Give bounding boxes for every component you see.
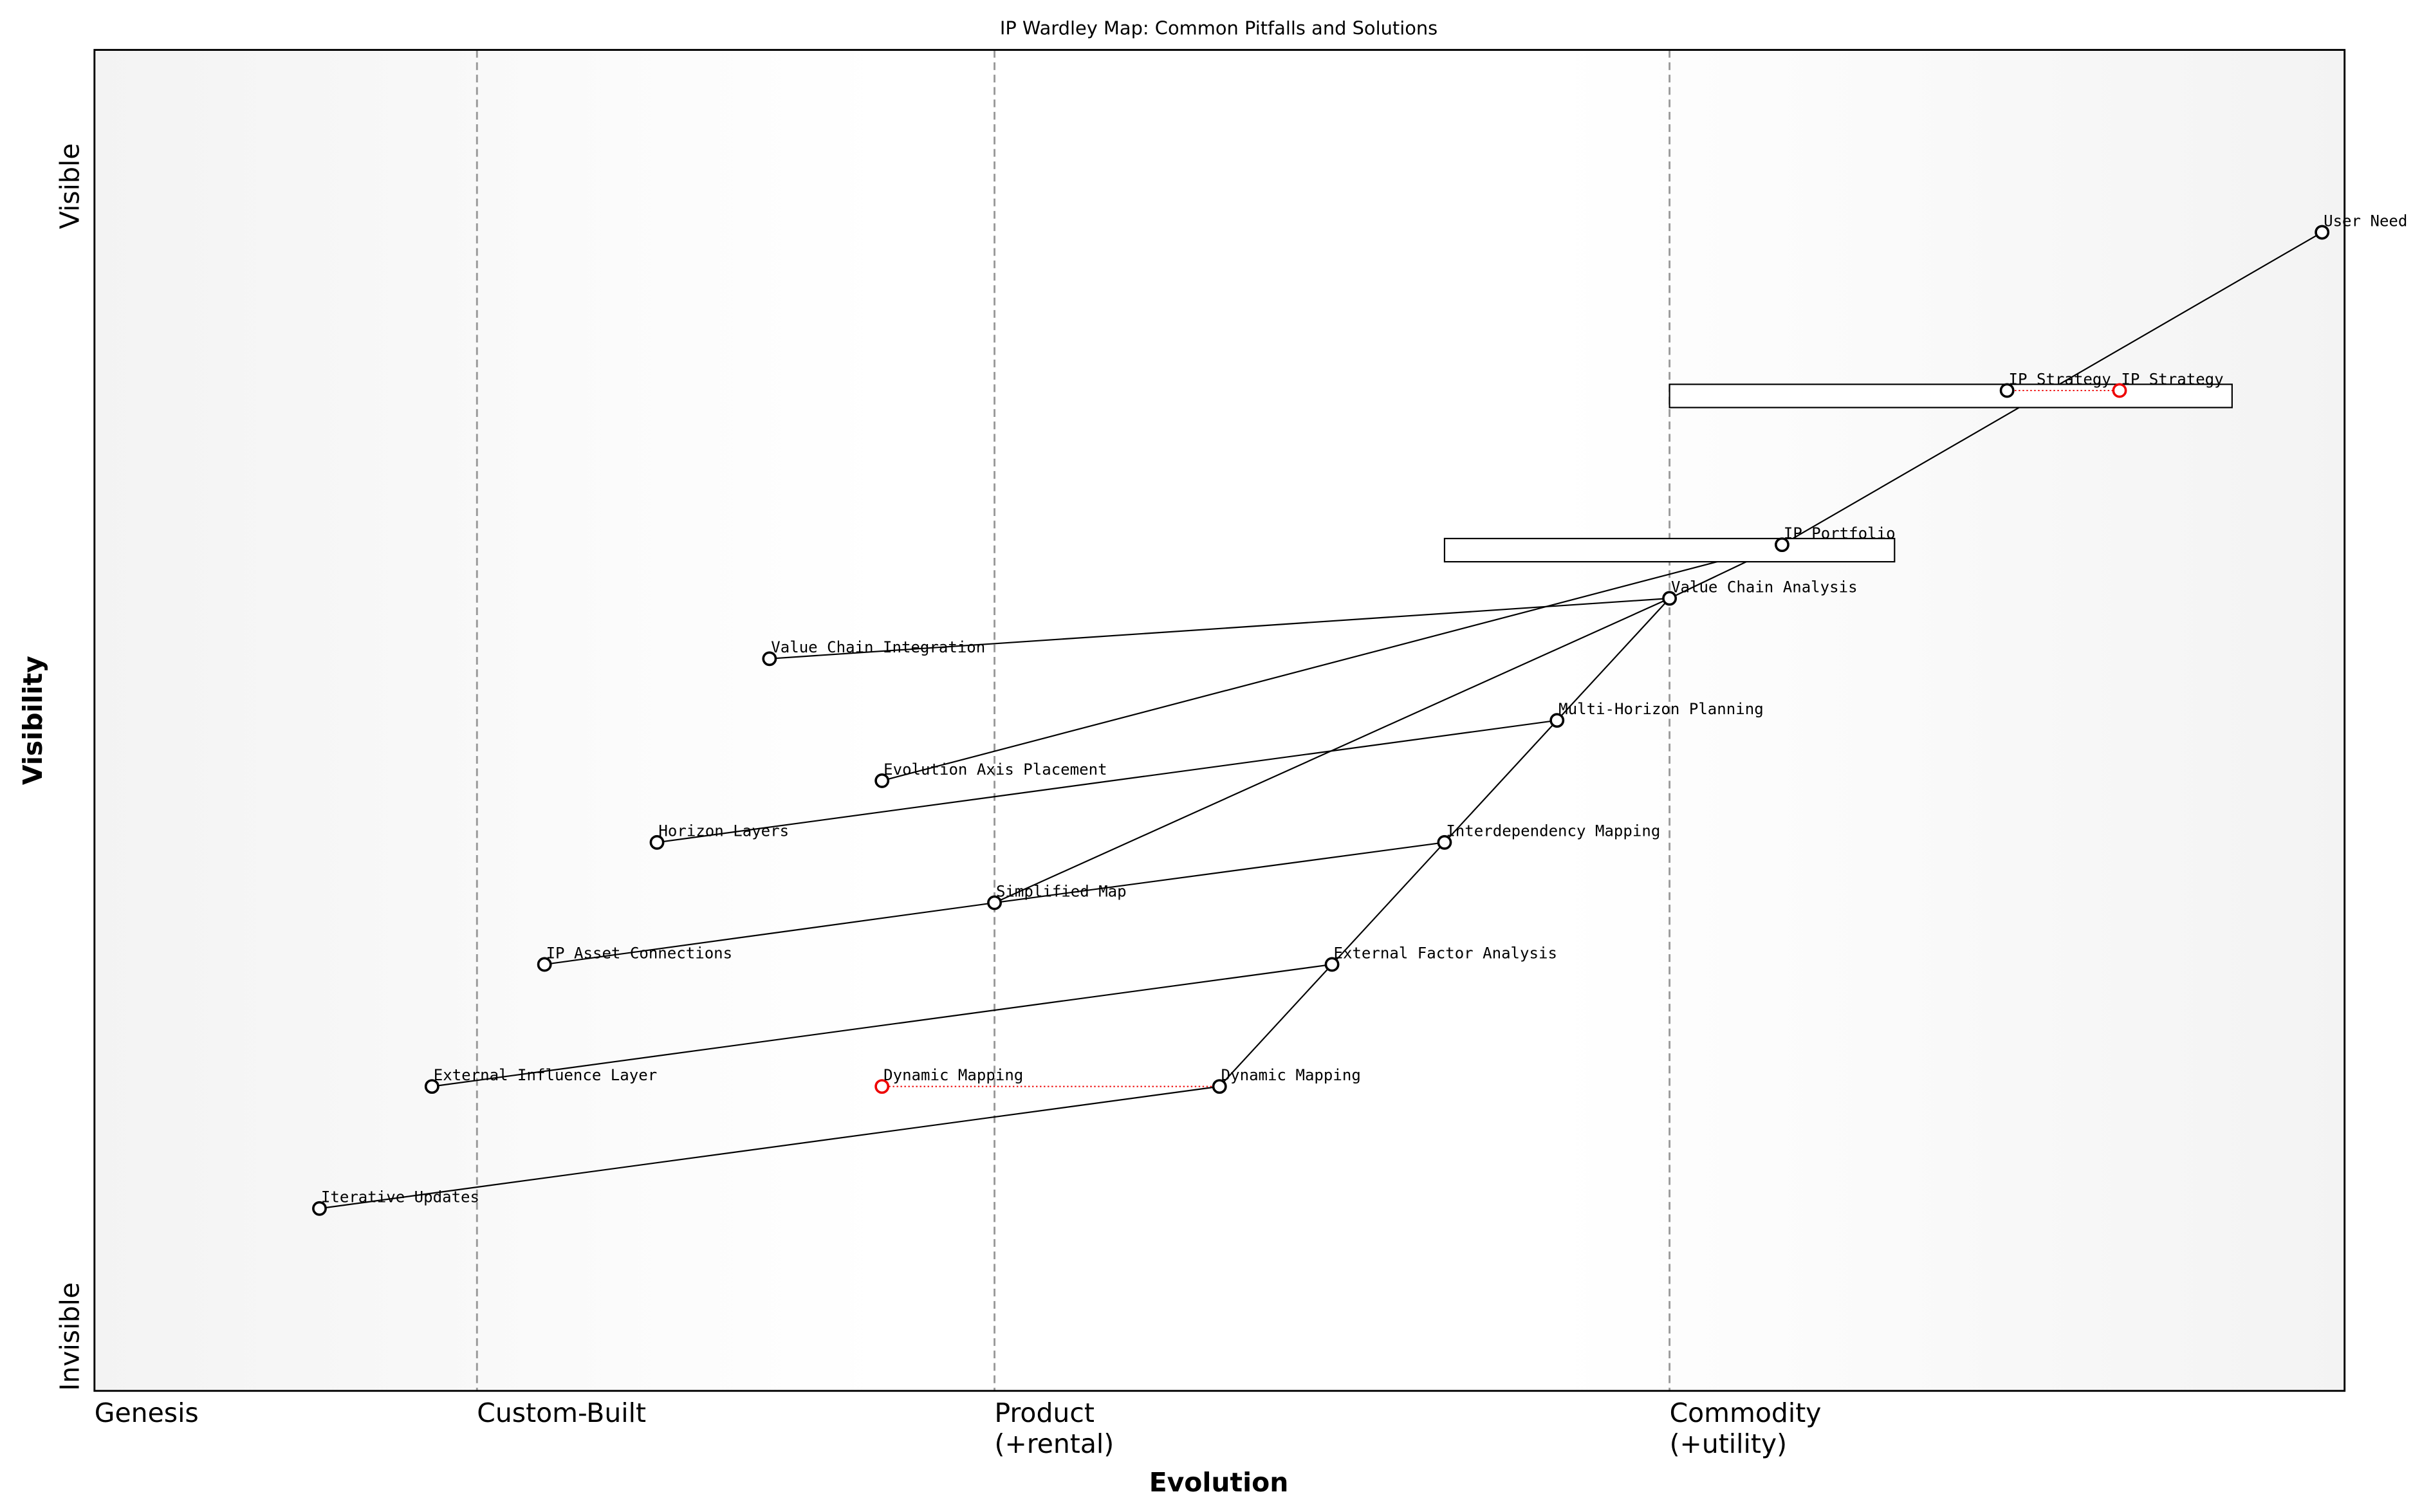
x-tick-label: Genesis — [95, 1397, 199, 1428]
component-label: IP Strategy — [2009, 370, 2111, 388]
component-node — [874, 773, 890, 788]
link — [769, 597, 1670, 659]
component-label: External Influence Layer — [434, 1066, 657, 1084]
component-node — [1775, 537, 1789, 553]
x-tick-label: Product (+rental) — [995, 1397, 1114, 1459]
x-tick-label: Commodity (+utility) — [1670, 1397, 1822, 1459]
component-node — [649, 834, 665, 850]
component-node — [1437, 834, 1452, 850]
visible-label: Visible — [55, 143, 86, 230]
component-node — [2315, 225, 2330, 240]
x-tick-label: Custom-Built — [477, 1397, 646, 1428]
component-label: Interdependency Mapping — [1446, 822, 1660, 840]
pipeline — [1443, 537, 1896, 563]
component-label: Simplified Map — [996, 882, 1127, 900]
link — [994, 842, 1445, 904]
component-node — [1324, 957, 1340, 972]
component-label: Iterative Updates — [321, 1188, 479, 1206]
component-label: Evolution Axis Placement — [883, 761, 1107, 779]
component-label: External Factor Analysis — [1333, 944, 1557, 962]
pipeline — [1669, 383, 2233, 409]
plot-background — [94, 50, 2345, 1391]
link — [1556, 598, 1670, 721]
component-label: Value Chain Integration — [771, 638, 985, 656]
link — [656, 719, 1557, 844]
link — [1444, 719, 1558, 844]
component-label: IP Asset Connections — [546, 944, 733, 962]
plot-frame — [93, 49, 2346, 1392]
y-axis-label: Visibility — [17, 656, 48, 785]
component-node — [1549, 713, 1565, 728]
link — [1219, 964, 1333, 1087]
component-node — [424, 1079, 439, 1094]
component-node — [762, 651, 777, 667]
link — [544, 902, 995, 966]
component-node — [1662, 591, 1678, 606]
x-axis-label: Evolution — [1149, 1467, 1289, 1498]
component-label: Multi-Horizon Planning — [1558, 700, 1764, 718]
component-label: Dynamic Mapping — [1221, 1066, 1361, 1084]
component-node — [1212, 1079, 1227, 1094]
link — [319, 1085, 1220, 1210]
evolved-label: Dynamic Mapping — [883, 1066, 1023, 1084]
component-node — [537, 957, 552, 972]
component-node — [1999, 383, 2015, 398]
evolved-node — [874, 1079, 890, 1094]
invisible-label: Invisible — [55, 1282, 86, 1391]
component-label: User Need — [2324, 212, 2407, 230]
component-node — [312, 1201, 327, 1216]
evolved-node — [2112, 383, 2127, 398]
chart-title: IP Wardley Map: Common Pitfalls and Solu… — [1000, 17, 1437, 39]
component-label: Value Chain Analysis — [1671, 578, 1858, 596]
link — [1331, 842, 1445, 965]
link — [432, 963, 1333, 1087]
component-label: Horizon Layers — [658, 822, 789, 840]
component-label: IP Portfolio — [1784, 524, 1896, 542]
link — [882, 544, 1782, 782]
component-node — [987, 895, 1002, 910]
evolved-label: IP Strategy — [2121, 370, 2223, 388]
